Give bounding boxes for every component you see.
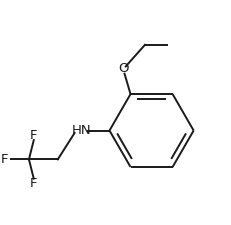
Text: F: F bbox=[30, 177, 37, 190]
Text: O: O bbox=[118, 62, 129, 75]
Text: F: F bbox=[1, 153, 9, 166]
Text: F: F bbox=[30, 129, 37, 142]
Text: HN: HN bbox=[72, 124, 92, 137]
